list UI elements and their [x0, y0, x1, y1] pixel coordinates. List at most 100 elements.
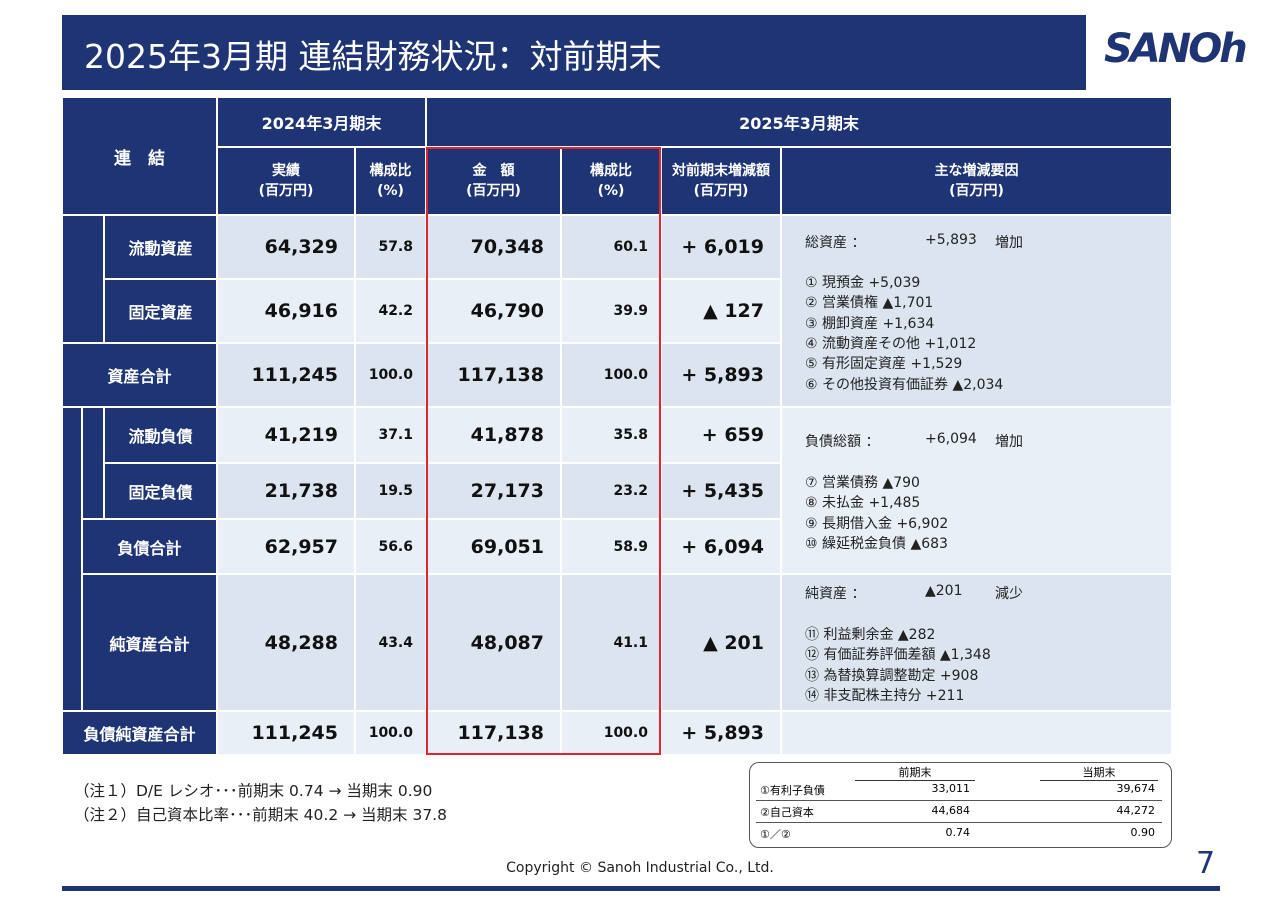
header-unit: (百万円)	[466, 183, 521, 199]
rule	[1040, 780, 1158, 781]
note-change: 減少	[995, 586, 1023, 602]
header-unit: (百万円)	[258, 183, 314, 199]
notes-cell	[781, 215, 1172, 407]
de-cell: 0.90	[1130, 826, 1156, 839]
value-cell: + 6,019	[661, 215, 781, 279]
value-cell: 69,051	[426, 519, 561, 574]
header-unit: (%)	[597, 183, 625, 199]
footnote: （注２）自己資本比率･･･前期末 40.2 → 当期末 37.8	[74, 806, 447, 824]
header-label: 主な増減要因	[934, 163, 1019, 179]
header-cell: 対前期末増減額 (百万円)	[661, 147, 781, 215]
row-label: 固定資産	[104, 279, 217, 343]
value-cell: 43.4	[355, 574, 426, 711]
header-unit: (%)	[377, 183, 404, 199]
rule	[756, 822, 1162, 823]
header-label: 金 額	[472, 163, 515, 179]
logo: SANOh	[1104, 26, 1248, 72]
value-cell: ▲ 127	[661, 279, 781, 343]
value-cell: + 5,893	[661, 343, 781, 407]
de-cell: 39,674	[1116, 782, 1156, 795]
header-label: 実績	[272, 163, 300, 179]
page-number: 7	[1196, 846, 1216, 881]
value-cell: 42.2	[355, 279, 426, 343]
corner-cell: 連 結	[62, 97, 217, 215]
rule	[855, 780, 975, 781]
note-item: ⑤ 有形固定資産 +1,529	[805, 356, 963, 373]
notes-cell	[781, 407, 1172, 574]
value-cell: 56.6	[355, 519, 426, 574]
value-cell: 39.9	[561, 279, 661, 343]
note-change: 増加	[995, 434, 1023, 450]
de-table-box	[749, 762, 1172, 848]
header-label: 対前期末増減額	[672, 163, 770, 179]
value-cell: 60.1	[561, 215, 661, 279]
value-cell: 100.0	[561, 343, 661, 407]
value-cell: 117,138	[426, 711, 561, 755]
note-item: ⑩ 繰延税金負債 ▲683	[805, 535, 948, 552]
value-cell: 100.0	[355, 711, 426, 755]
header-cell: 主な増減要因 (百万円)	[781, 147, 1172, 215]
note-item: ④ 流動資産その他 +1,012	[805, 335, 977, 352]
value-cell: + 6,094	[661, 519, 781, 574]
header-cell: 金 額 (百万円)	[426, 147, 561, 215]
value-cell: 41,219	[217, 407, 355, 463]
value-cell: 57.8	[355, 215, 426, 279]
de-header: 当期末	[1082, 766, 1116, 779]
de-header: 前期末	[898, 766, 932, 779]
value-cell: 21,738	[217, 463, 355, 519]
note-value: +5,893	[925, 232, 977, 248]
value-cell: 64,329	[217, 215, 355, 279]
de-row-label: ①有利子負債	[760, 784, 825, 797]
row-label: 固定負債	[104, 463, 217, 519]
de-cell: 44,272	[1116, 804, 1156, 817]
note-label: 負債総額 ：	[805, 434, 880, 450]
row-label: 純資産合計	[82, 574, 217, 711]
note-value: ▲201	[925, 583, 963, 599]
value-cell: 19.5	[355, 463, 426, 519]
note-item: ① 現預金 +5,039	[805, 275, 921, 291]
footnote: （注１）D/E レシオ･･･前期末 0.74 → 当期末 0.90	[74, 782, 433, 800]
gutter	[82, 407, 104, 519]
value-cell: 37.1	[355, 407, 426, 463]
rule	[756, 800, 1162, 801]
de-row-label: ①／②	[760, 828, 791, 841]
gutter	[62, 215, 104, 343]
note-item: ⑫ 有価証券評価差額 ▲1,348	[805, 647, 991, 664]
gutter	[62, 407, 82, 711]
period-header: 2024年3月期末	[217, 97, 426, 147]
note-item: ⑧ 未払金 +1,485	[805, 495, 921, 512]
value-cell: 117,138	[426, 343, 561, 407]
copyright: Copyright © Sanoh Industrial Co., Ltd.	[506, 860, 774, 876]
value-cell: 48,288	[217, 574, 355, 711]
title-bar	[62, 15, 1086, 90]
value-cell: 111,245	[217, 711, 355, 755]
header-label: 構成比	[369, 163, 412, 179]
note-value: +6,094	[925, 431, 977, 447]
value-cell: 46,916	[217, 279, 355, 343]
note-item: ⑬ 為替換算調整勘定 +908	[805, 667, 979, 684]
header-cell: 構成比 (%)	[355, 147, 426, 215]
header-unit: (百万円)	[949, 183, 1004, 199]
value-cell: 48,087	[426, 574, 561, 711]
value-cell: ▲ 201	[661, 574, 781, 711]
value-cell: 62,957	[217, 519, 355, 574]
footer-rule	[62, 886, 1220, 891]
value-cell: 27,173	[426, 463, 561, 519]
header-cell: 実績 (百万円)	[217, 147, 355, 215]
note-label: 純資産 ：	[805, 586, 866, 602]
value-cell: 70,348	[426, 215, 561, 279]
value-cell: 41.1	[561, 574, 661, 711]
value-cell: 35.8	[561, 407, 661, 463]
value-cell: 111,245	[217, 343, 355, 407]
highlight-box	[426, 147, 661, 755]
note-item: ⑥ その他投資有価証券 ▲2,034	[805, 376, 1004, 393]
notes-cell	[781, 711, 1172, 755]
de-cell: 44,684	[931, 804, 971, 817]
de-cell: 0.74	[945, 826, 971, 839]
note-item: ⑨ 長期借入金 +6,902	[805, 515, 949, 532]
value-cell: 58.9	[561, 519, 661, 574]
de-row-label: ②自己資本	[760, 806, 814, 819]
note-item: ② 営業債権 ▲1,701	[805, 295, 934, 312]
value-cell: 46,790	[426, 279, 561, 343]
